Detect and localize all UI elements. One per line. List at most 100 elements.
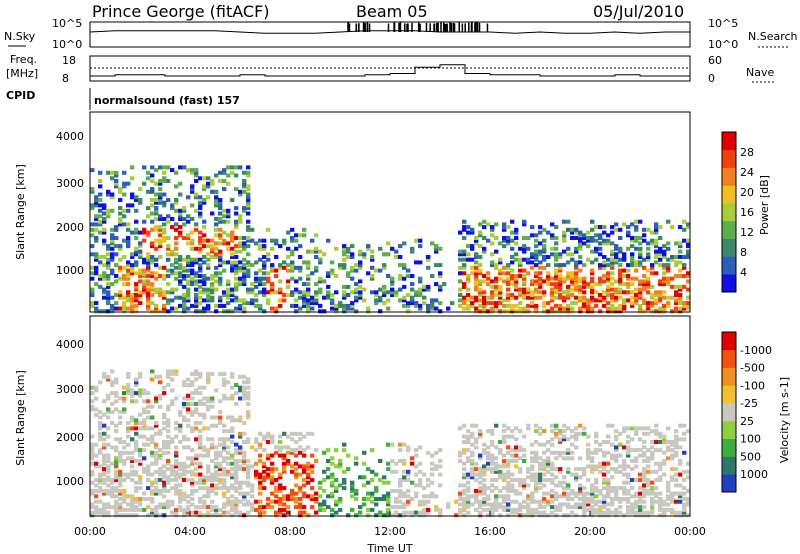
heatmap-cell: [222, 483, 227, 488]
heatmap-cell: [242, 461, 247, 466]
heatmap-cell: [334, 464, 339, 469]
heatmap-cell: [478, 271, 483, 276]
heatmap-cell: [642, 478, 647, 482]
heatmap-cell: [530, 467, 535, 472]
heatmap-cell: [222, 290, 227, 295]
heatmap-cell: [310, 306, 315, 311]
heatmap-cell: [662, 252, 667, 257]
heatmap-cell: [542, 442, 547, 447]
heatmap-cell: [462, 434, 467, 439]
heatmap-cell: [518, 491, 523, 496]
heatmap-cell: [98, 464, 103, 469]
heatmap-cell: [354, 488, 359, 493]
heatmap-cell: [218, 467, 223, 472]
heatmap-cell: [630, 238, 635, 243]
heatmap-cell: [186, 437, 191, 442]
heatmap-cell: [122, 265, 127, 270]
heatmap-cell: [162, 274, 167, 278]
heatmap-cell: [550, 309, 555, 314]
heatmap-cell: [502, 222, 507, 227]
heatmap-cell: [146, 464, 151, 469]
heatmap-cell: [594, 467, 599, 472]
heatmap-cell: [326, 448, 331, 453]
heatmap-cell: [602, 298, 607, 303]
heatmap-cell: [130, 437, 135, 442]
heatmap-cell: [206, 372, 211, 377]
heatmap-cell: [126, 306, 131, 311]
heatmap-cell: [130, 388, 135, 393]
heatmap-cell: [398, 244, 403, 249]
heatmap-cell: [546, 230, 551, 235]
heatmap-cell: [430, 274, 435, 278]
heatmap-cell: [122, 192, 127, 197]
heatmap-cell: [522, 505, 527, 510]
heatmap-cell: [402, 442, 407, 447]
heatmap-cell: [238, 260, 243, 265]
heatmap-cell: [174, 252, 179, 257]
heatmap-cell: [614, 257, 619, 262]
heatmap-cell: [350, 244, 355, 249]
heatmap-cell: [574, 445, 579, 450]
heatmap-cell: [222, 293, 227, 297]
heatmap-cell: [230, 467, 235, 472]
heatmap-cell: [326, 238, 331, 243]
heatmap-cell: [166, 236, 171, 240]
site-title: Prince George (fitACF): [92, 2, 270, 21]
heatmap-cell: [546, 263, 551, 268]
heatmap-cell: [206, 491, 211, 496]
heatmap-cell: [638, 246, 643, 251]
heatmap-cell: [594, 303, 599, 308]
heatmap-cell: [242, 450, 247, 455]
heatmap-cell: [502, 423, 507, 428]
heatmap-cell: [266, 257, 271, 262]
heatmap-cell: [158, 309, 163, 314]
velocity-panel: Slant Range [km] 1000 2000 3000 4000 100…: [14, 315, 791, 518]
heatmap-cell: [294, 499, 299, 504]
heatmap-cell: [206, 505, 211, 510]
heatmap-cell: [126, 421, 131, 425]
power-ytick-3000: 3000: [56, 177, 84, 190]
heatmap-cell: [510, 255, 515, 259]
heatmap-cell: [134, 293, 139, 297]
heatmap-cell: [430, 301, 435, 306]
heatmap-cell: [218, 170, 223, 175]
heatmap-cell: [322, 488, 327, 493]
velocity-cbar-segment: [722, 474, 736, 493]
heatmap-cell: [166, 450, 171, 455]
heatmap-cell: [294, 298, 299, 303]
heatmap-cell: [674, 483, 679, 488]
heatmap-cell: [430, 241, 435, 246]
heatmap-cell: [682, 431, 687, 436]
heatmap-cell: [98, 170, 103, 175]
heatmap-cell: [282, 513, 287, 518]
heatmap-cell: [206, 453, 211, 458]
heatmap-cell: [202, 187, 207, 192]
heatmap-cell: [410, 249, 415, 254]
heatmap-cell: [218, 464, 223, 469]
heatmap-cell: [438, 274, 443, 278]
heatmap-cell: [510, 510, 515, 515]
heatmap-cell: [462, 257, 467, 262]
heatmap-cell: [662, 303, 667, 308]
heatmap-cell: [146, 290, 151, 295]
heatmap-cell: [262, 464, 267, 469]
heatmap-cell: [146, 306, 151, 311]
heatmap-cell: [174, 372, 179, 377]
heatmap-cell: [326, 505, 331, 510]
heatmap-cell: [550, 252, 555, 257]
heatmap-cell: [574, 276, 579, 281]
heatmap-cell: [162, 513, 167, 518]
heatmap-cell: [510, 246, 515, 251]
heatmap-cell: [522, 287, 527, 292]
heatmap-cell: [358, 263, 363, 268]
heatmap-cell: [138, 271, 143, 276]
heatmap-cell: [170, 467, 175, 472]
heatmap-cell: [614, 309, 619, 314]
x-tick-label: 20:00: [574, 525, 606, 538]
heatmap-cell: [90, 391, 95, 396]
heatmap-cell: [258, 431, 263, 436]
heatmap-cell: [606, 483, 611, 488]
heatmap-cell: [378, 287, 383, 292]
heatmap-cell: [634, 431, 639, 436]
